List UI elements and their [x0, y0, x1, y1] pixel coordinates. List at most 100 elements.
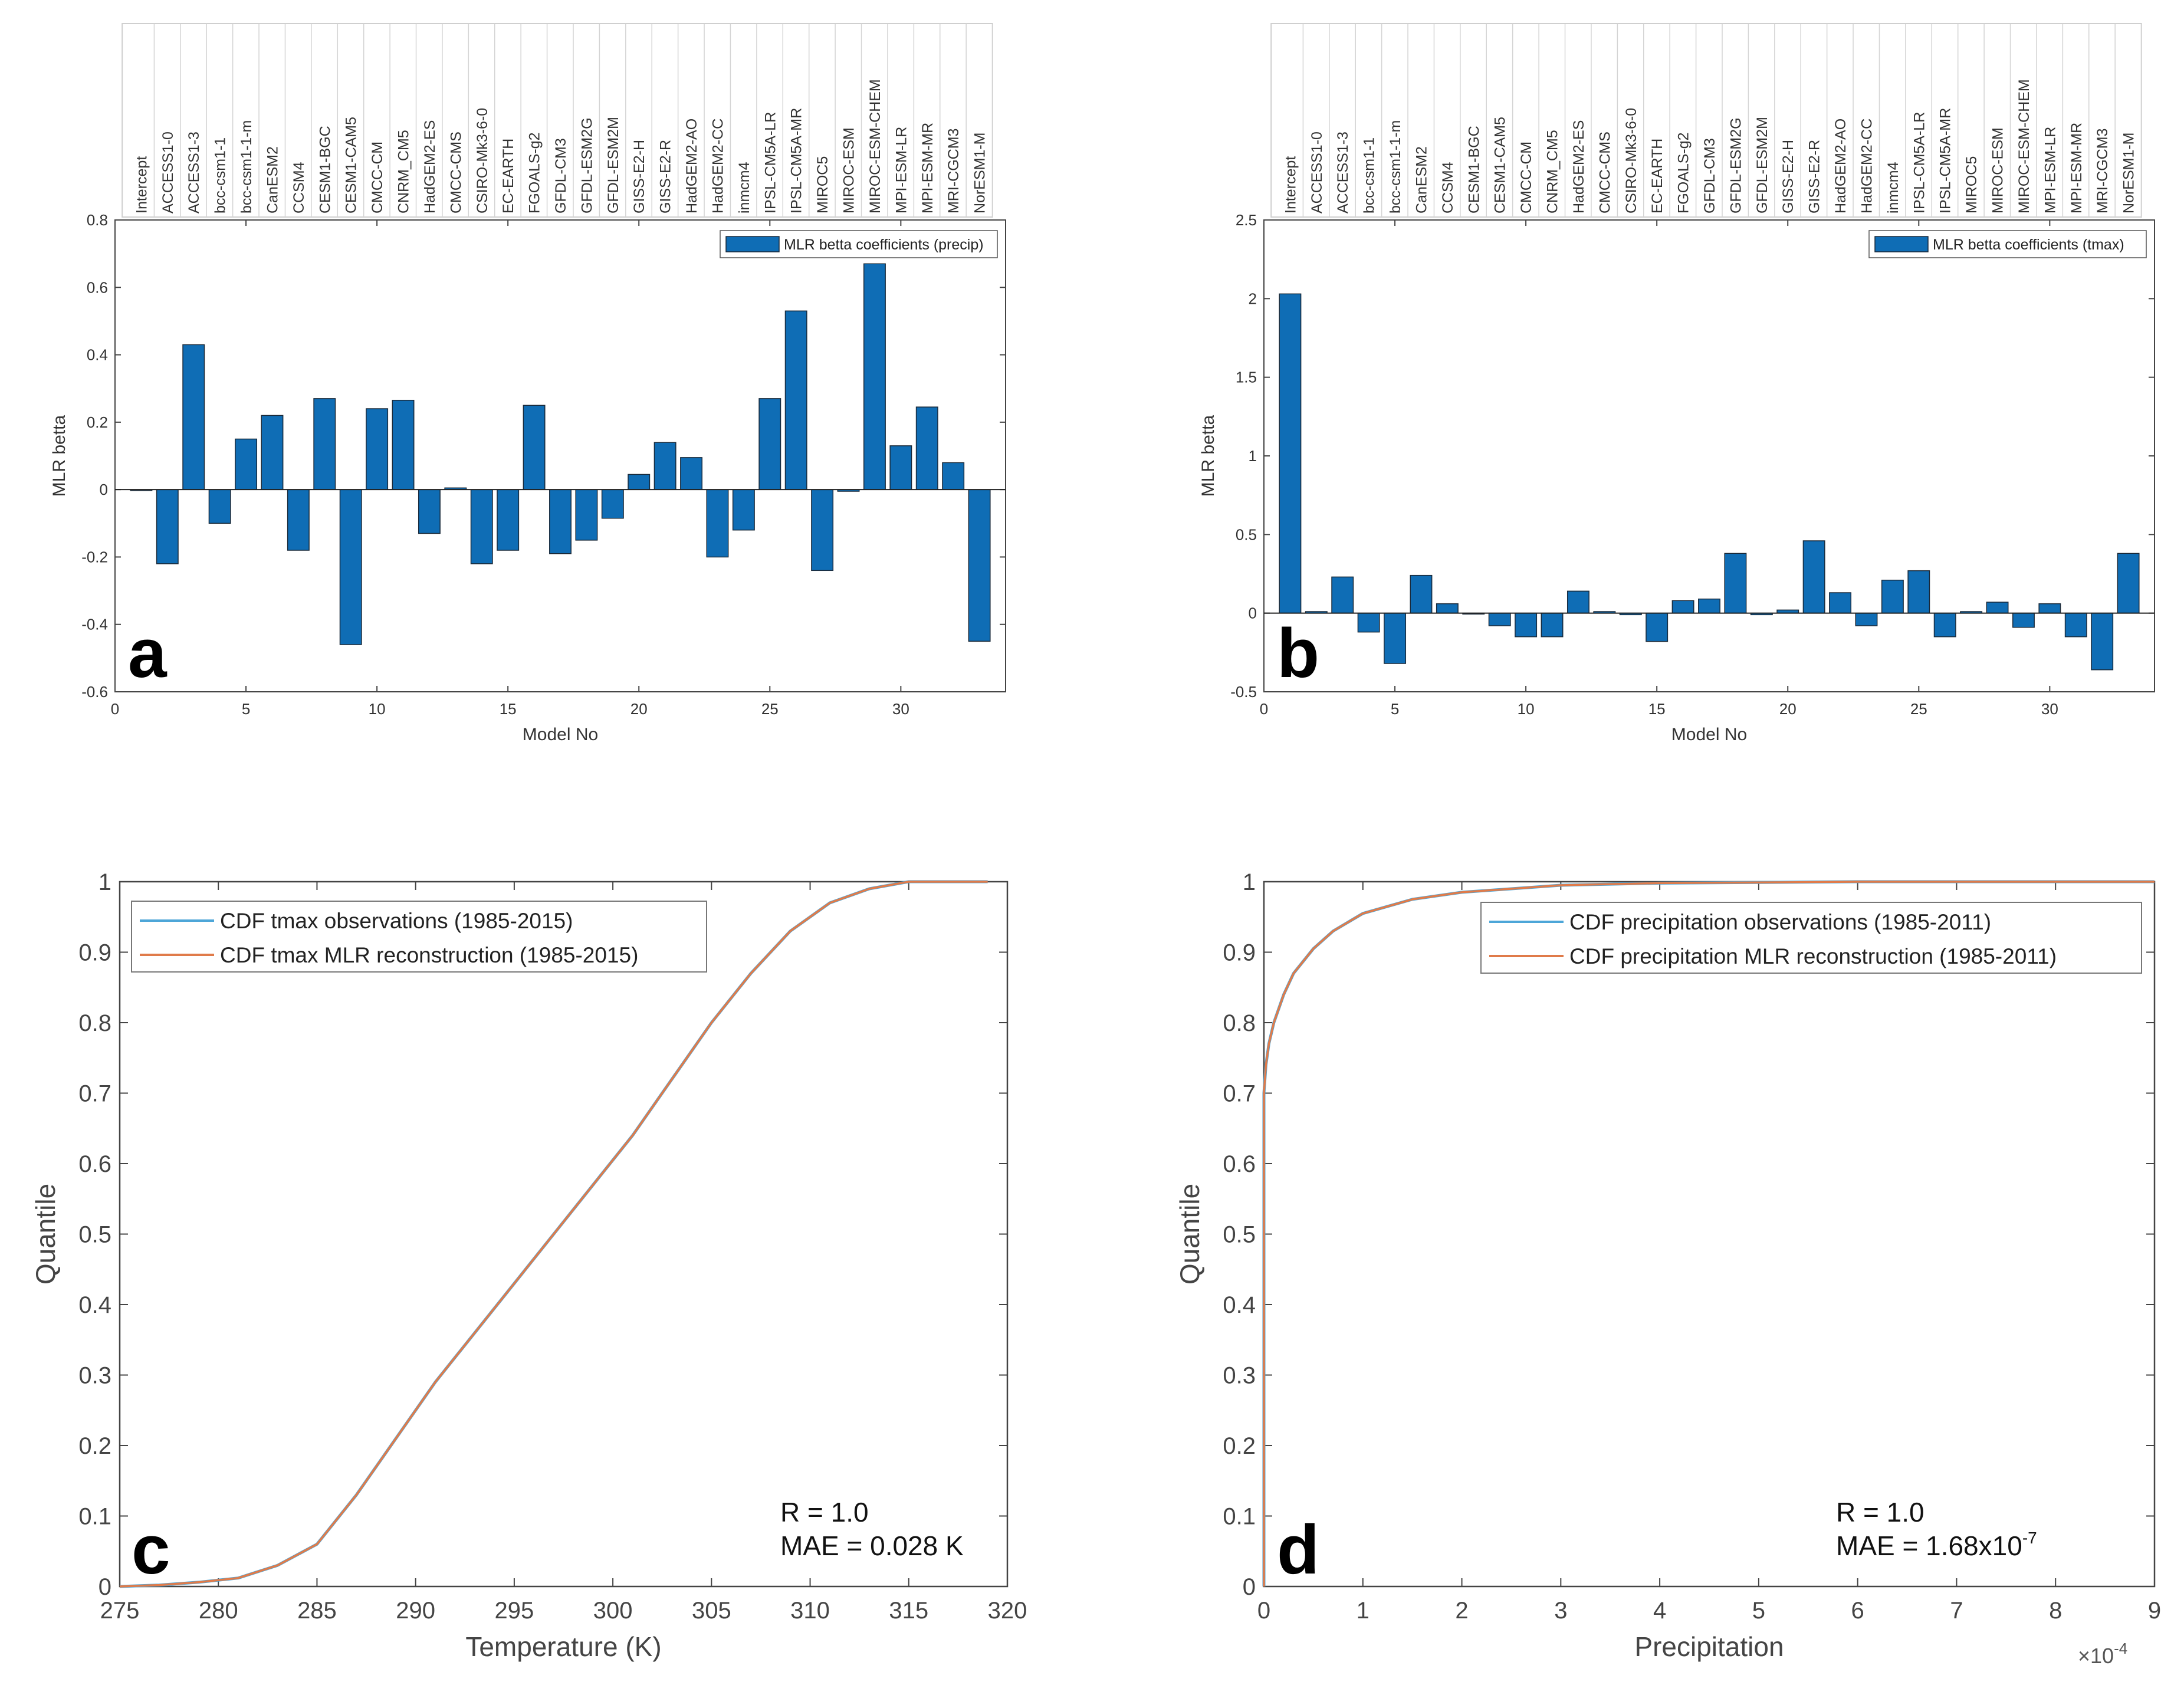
x-axis-label: Model No: [523, 725, 598, 744]
x-tick-label: 20: [630, 700, 648, 718]
y-tick-label: 0.8: [78, 1010, 111, 1036]
category-label: MIROC5: [1963, 156, 1980, 213]
y-tick-label: 0.4: [1223, 1292, 1256, 1318]
category-label: Intercept: [1282, 156, 1299, 213]
legend-box: [1480, 902, 2142, 974]
x-tick-label: 295: [495, 1598, 534, 1624]
category-label: HadGEM2-AO: [684, 119, 700, 213]
x-axis-multiplier: ×10-4: [2078, 1640, 2127, 1668]
bar: [208, 489, 231, 524]
y-tick-label: 0.1: [78, 1504, 111, 1530]
bar: [549, 489, 572, 554]
x-tick-label: 3: [1554, 1598, 1567, 1624]
y-tick-label: 1.5: [1236, 369, 1257, 386]
y-tick-label: 0.9: [78, 940, 111, 966]
category-label: GFDL-ESM2M: [1754, 117, 1771, 213]
y-tick-label: 0.8: [87, 211, 108, 229]
category-label: inmcm4: [736, 162, 753, 213]
x-tick-label: 5: [1391, 700, 1399, 718]
y-tick-label: 0.3: [1223, 1363, 1256, 1389]
y-tick-label: 0.4: [78, 1292, 111, 1318]
bar: [1698, 598, 1720, 614]
x-tick-label: 280: [199, 1598, 238, 1624]
x-tick-label: 290: [396, 1598, 435, 1624]
y-axis-label: MLR betta: [1198, 415, 1218, 497]
x-tick-label: 5: [1752, 1598, 1765, 1624]
bar: [1410, 574, 1433, 614]
category-label: IPSL-CM5A-MR: [789, 108, 805, 213]
bar: [863, 263, 886, 490]
bar: [784, 310, 807, 490]
category-label: GFDL-CM3: [1702, 138, 1718, 213]
panel-d-cdf-chart: 0 0.1 0.2 0.3 0.4 0.5 0.6 0.7 0.8 0.9 1 0 1 2 3 4 5 6 7 8 9 C…: [1174, 869, 2161, 1668]
category-label: ACCESS1-3: [186, 132, 202, 213]
y-tick-label: 0.3: [78, 1363, 111, 1389]
category-label: FGOALS-g2: [527, 132, 543, 213]
stat-r: R = 1.0: [780, 1497, 869, 1528]
bar: [392, 399, 415, 490]
category-label: MRI-CGCM3: [2094, 129, 2111, 213]
bar: [470, 489, 493, 564]
category-label: NorESM1-M: [2121, 132, 2137, 213]
bar: [2091, 612, 2114, 671]
legend-box: [131, 901, 707, 973]
bar: [1671, 600, 1694, 614]
bar: [2064, 612, 2087, 638]
x-tick-label: 285: [297, 1598, 337, 1624]
y-tick-label: 0.5: [1236, 525, 1257, 543]
bar: [366, 408, 389, 490]
legend-label: CDF precipitation MLR reconstruction (19…: [1569, 944, 2057, 968]
category-label: CMCC-CMS: [448, 132, 464, 213]
bar: [1488, 612, 1511, 626]
bar: [706, 489, 729, 558]
mlr-reconstruction-line: [119, 881, 988, 1588]
bar: [156, 489, 179, 564]
bar: [653, 442, 676, 490]
category-label: MRI-CGCM3: [945, 129, 962, 213]
x-tick-label: 300: [593, 1598, 633, 1624]
category-label: CanESM2: [264, 146, 281, 213]
category-label: HadGEM2-ES: [1571, 120, 1587, 213]
legend-swatch: [1874, 236, 1929, 252]
legend-label: MLR betta coefficients (precip): [784, 236, 984, 253]
bar: [1829, 592, 1852, 614]
panel-letter: a: [128, 615, 168, 692]
legend-label: CDF precipitation observations (1985-201…: [1569, 910, 1991, 934]
bar: [418, 489, 441, 534]
stat-mae: MAE = 1.68x10-7: [1836, 1529, 2037, 1561]
bar: [628, 474, 651, 490]
category-label: ACCESS1-0: [160, 132, 176, 213]
x-tick-label: 310: [790, 1598, 830, 1624]
legend-swatch: [725, 236, 780, 252]
category-label: HadGEM2-CC: [1858, 119, 1875, 213]
x-tick-label: 6: [1851, 1598, 1864, 1624]
x-tick-label: 5: [242, 700, 250, 718]
category-label: MPI-ESM-MR: [2068, 123, 2085, 213]
category-label: Intercept: [133, 156, 150, 213]
bar: [1331, 576, 1354, 614]
x-tick-label: 0: [1257, 1598, 1270, 1624]
x-tick-label: 315: [889, 1598, 928, 1624]
panel-a-bar-chart: Intercept ACCESS1-0 ACCESS1-3 bcc-csm1-1 bcc…: [50, 23, 1006, 744]
category-label: MIROC-ESM: [1990, 127, 2006, 213]
category-label: bcc-csm1-1: [1361, 137, 1378, 213]
x-tick-label: 2: [1455, 1598, 1468, 1624]
category-label: FGOALS-g2: [1676, 132, 1692, 213]
y-tick-label: 0: [1249, 605, 1257, 622]
category-label: CMCC-CMS: [1597, 132, 1613, 213]
mlr-reconstruction-line: [1263, 881, 2155, 1586]
x-tick-label: 0: [1260, 700, 1268, 718]
bar: [1646, 612, 1669, 642]
category-label: GISS-E2-H: [631, 140, 648, 213]
legend-label: CDF tmax observations (1985-2015): [220, 909, 573, 933]
category-label: MIROC-ESM-CHEM: [2016, 79, 2032, 213]
bar: [1724, 553, 1747, 614]
y-tick-label: 1: [1249, 447, 1257, 465]
category-label: bcc-csm1-1: [212, 137, 229, 213]
x-tick-label: 30: [2041, 700, 2058, 718]
y-tick-label: 1: [1243, 869, 1256, 895]
x-tick-label: 15: [500, 700, 517, 718]
y-tick-label: 0.9: [1223, 940, 1256, 966]
y-tick-label: -0.6: [81, 683, 108, 701]
x-tick-label: 25: [761, 700, 779, 718]
